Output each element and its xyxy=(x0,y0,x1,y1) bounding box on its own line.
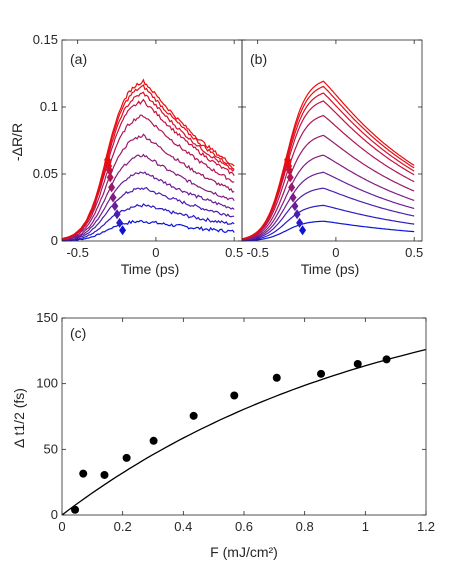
half-rise-marker-5 xyxy=(289,192,297,203)
y-tick-label: 0.1 xyxy=(40,99,58,114)
half-rise-marker-3 xyxy=(113,209,121,220)
series-line-2 xyxy=(241,204,415,242)
x-tick-label: 0.4 xyxy=(174,519,192,534)
data-point-6 xyxy=(189,411,198,420)
series-line-1 xyxy=(61,219,235,242)
series-line-11 xyxy=(241,80,415,240)
panel-c-ylabel: Δ t1/2 (fs) xyxy=(11,388,27,448)
data-point-2 xyxy=(79,469,88,478)
y-tick-label: 150 xyxy=(36,310,58,325)
panel-a: -0.5 0 0.5 0 0.05 0.1 0.15 (a) Time (ps) -ΔR/R xyxy=(9,32,243,277)
data-point-9 xyxy=(317,369,326,378)
series-line-3 xyxy=(61,187,235,242)
data-point-5 xyxy=(149,436,158,445)
x-tick-label: 0.5 xyxy=(225,245,243,260)
panel-a-plot-area xyxy=(61,78,235,242)
half-rise-marker-1 xyxy=(119,225,127,236)
half-rise-marker-7 xyxy=(286,172,294,183)
data-point-4 xyxy=(122,453,131,462)
series-line-2 xyxy=(61,203,235,242)
series-line-9 xyxy=(61,91,235,240)
half-rise-marker-7 xyxy=(106,172,114,183)
fit-line xyxy=(61,348,427,516)
panel-a-xlabel: Time (ps) xyxy=(121,261,180,277)
half-rise-marker-2 xyxy=(296,217,304,228)
half-rise-marker-1 xyxy=(299,225,307,236)
panel-c-plot-area xyxy=(61,348,427,516)
half-rise-marker-4 xyxy=(111,201,119,212)
y-tick-label: 100 xyxy=(36,376,58,391)
data-point-7 xyxy=(230,391,239,400)
half-rise-marker-6 xyxy=(288,182,296,193)
half-rise-marker-11 xyxy=(104,154,112,165)
panel-b-axes: -0.5 0 0.5 xyxy=(241,39,423,260)
half-rise-marker-3 xyxy=(293,209,301,220)
panel-b-label: (b) xyxy=(250,51,267,67)
panel-c-label: (c) xyxy=(70,325,86,341)
y-tick-label: 50 xyxy=(44,441,58,456)
series-line-4 xyxy=(241,171,415,241)
axes-frame xyxy=(241,39,423,242)
panel-c: 0 0.2 0.4 0.6 0.8 1 1.2 0 50 100 150 (c) F (mJ/cm²… xyxy=(11,310,435,560)
data-point-3 xyxy=(100,470,109,479)
panel-b: -0.5 0 0.5 (b) Time (ps) xyxy=(241,39,423,277)
series-line-3 xyxy=(241,187,415,241)
x-tick-label: 0 xyxy=(332,245,339,260)
panel-c-xlabel: F (mJ/cm²) xyxy=(210,544,278,560)
series-line-7 xyxy=(62,114,235,240)
panel-a-ylabel: -ΔR/R xyxy=(9,123,25,161)
half-rise-marker-5 xyxy=(109,192,117,203)
panel-b-plot-area xyxy=(241,80,415,242)
panel-a-axes: -0.5 0 0.5 0 0.05 0.1 0.15 xyxy=(33,32,244,260)
data-point-10 xyxy=(353,359,362,368)
x-tick-label: -0.5 xyxy=(246,245,268,260)
x-tick-label: 0.6 xyxy=(235,519,253,534)
y-tick-label: 0.15 xyxy=(33,32,58,47)
series-line-6 xyxy=(61,133,235,241)
panel-c-axes: 0 0.2 0.4 0.6 0.8 1 1.2 0 50 100 150 xyxy=(36,310,435,534)
panel-b-xlabel: Time (ps) xyxy=(301,261,360,277)
x-tick-label: 1.2 xyxy=(417,519,435,534)
half-rise-marker-4 xyxy=(291,201,299,212)
series-line-5 xyxy=(241,154,415,241)
axes-frame xyxy=(61,39,243,242)
data-point-11 xyxy=(382,355,391,364)
half-rise-marker-6 xyxy=(108,182,116,193)
x-tick-label: 1 xyxy=(362,519,369,534)
series-line-5 xyxy=(61,153,235,241)
x-tick-label: 0.5 xyxy=(405,245,423,260)
y-tick-label: 0 xyxy=(51,233,58,248)
series-line-7 xyxy=(241,114,415,240)
y-tick-label: 0 xyxy=(51,507,58,522)
y-tick-label: 0.05 xyxy=(33,166,58,181)
x-tick-label: 0 xyxy=(152,245,159,260)
x-tick-label: -0.5 xyxy=(66,245,88,260)
half-rise-marker-2 xyxy=(116,217,124,228)
panel-a-label: (a) xyxy=(70,51,87,67)
data-point-8 xyxy=(272,373,281,382)
axes-frame xyxy=(61,317,427,516)
half-rise-marker-11 xyxy=(284,154,292,165)
data-point-1 xyxy=(71,505,80,514)
x-tick-label: 0.8 xyxy=(296,519,314,534)
x-tick-label: 0.2 xyxy=(114,519,132,534)
series-line-4 xyxy=(61,171,235,241)
series-line-1 xyxy=(242,220,415,242)
series-line-6 xyxy=(241,134,415,241)
series-line-11 xyxy=(61,78,235,240)
x-tick-label: 0 xyxy=(58,519,65,534)
